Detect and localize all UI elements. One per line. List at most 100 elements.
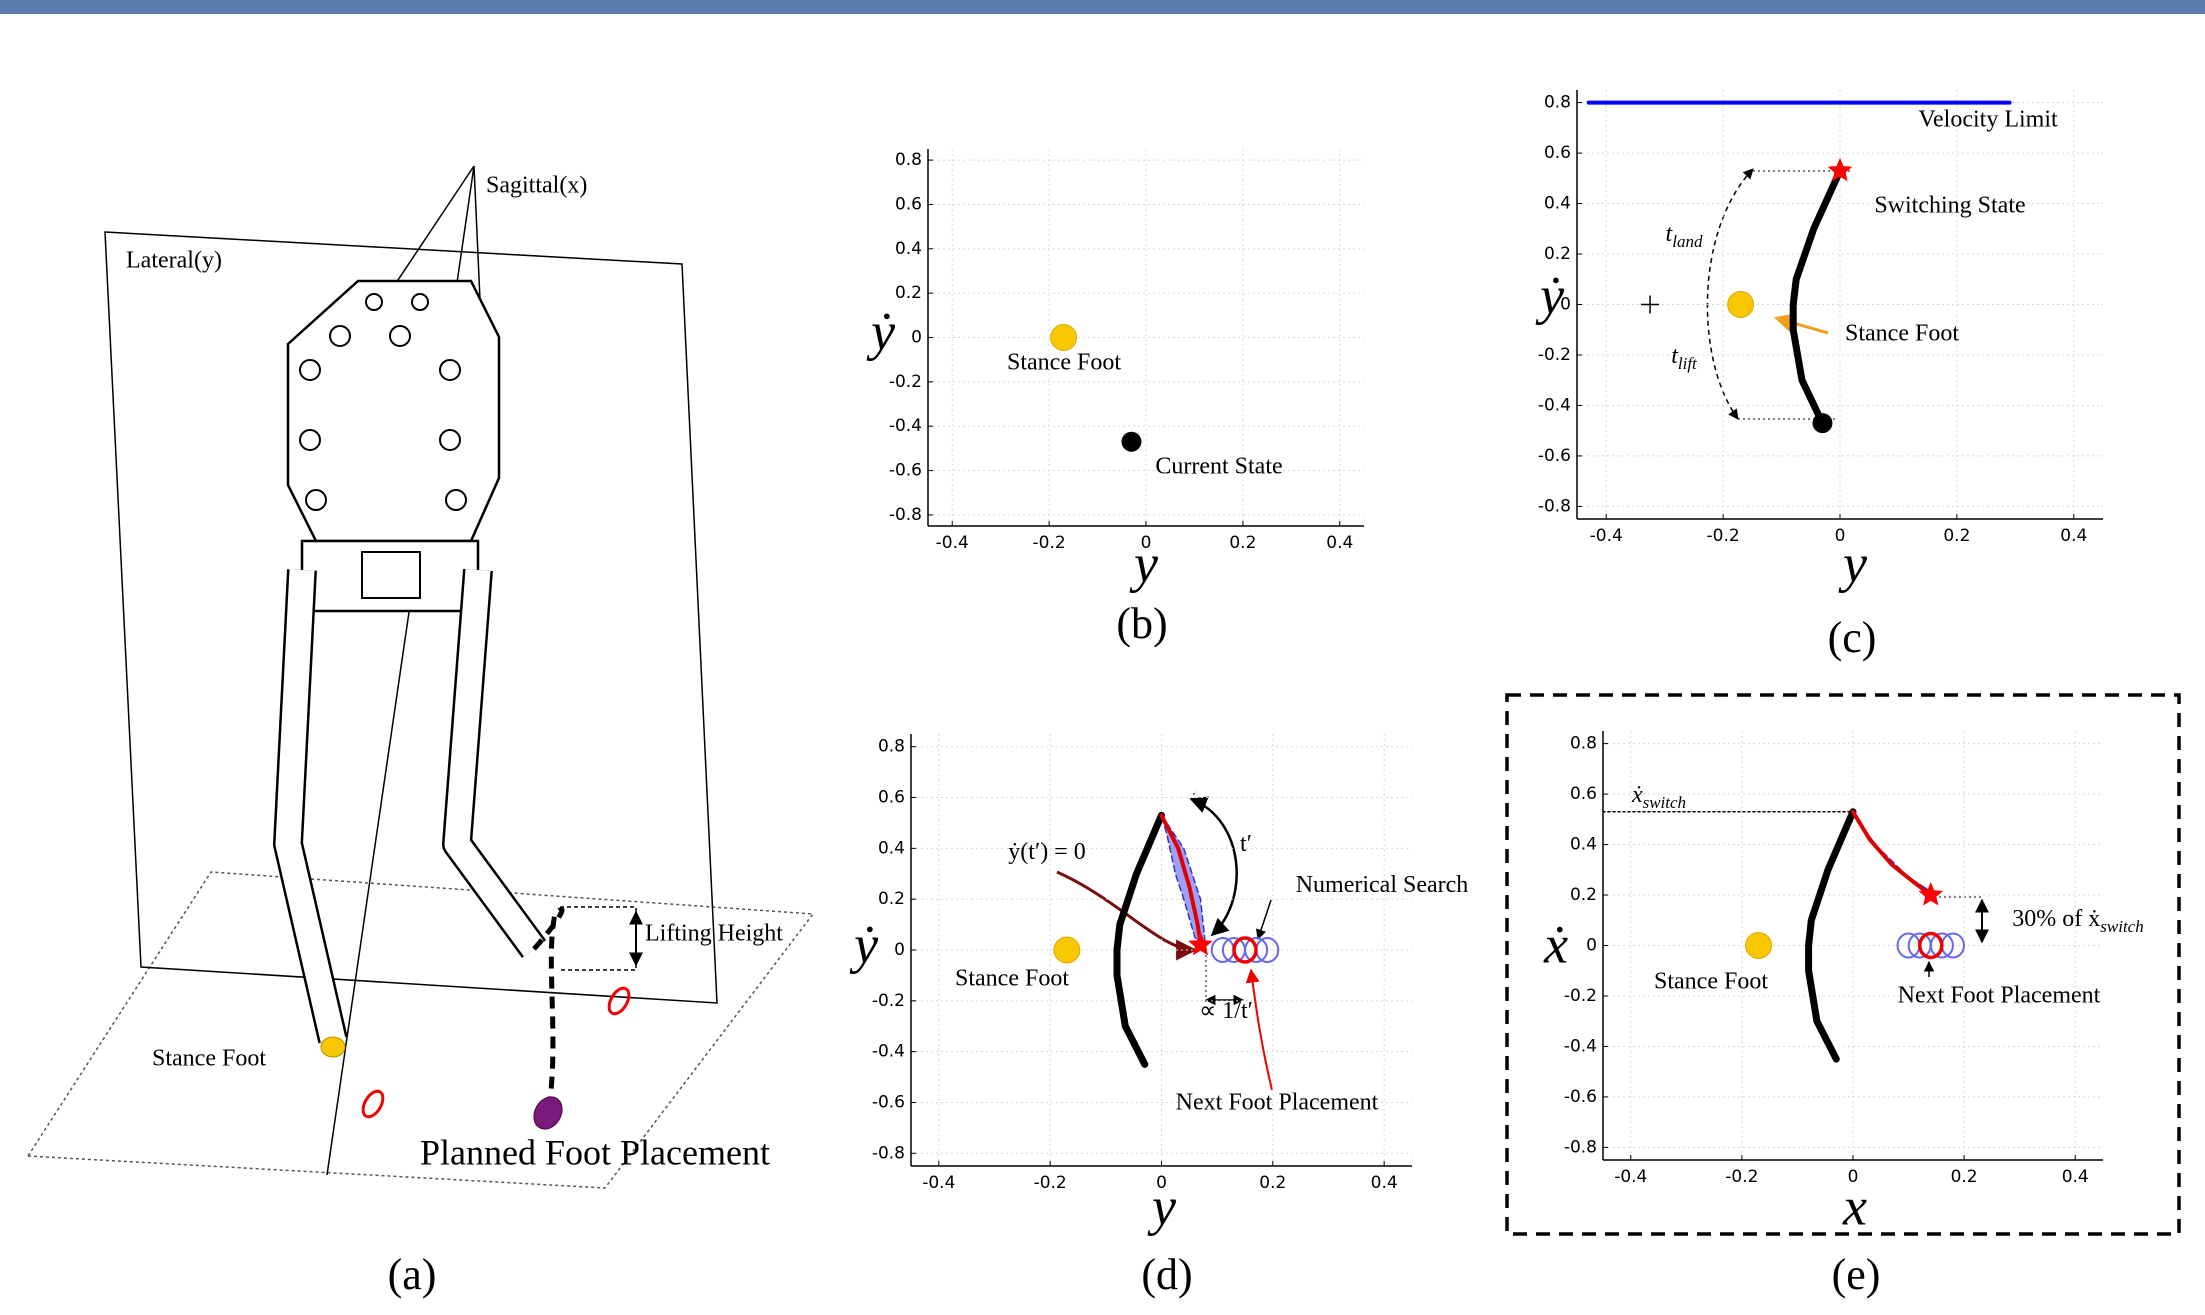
lateral-label: Lateral(y)	[126, 248, 222, 274]
y-tick-label: -0.2	[889, 372, 922, 392]
x-tick-label: -0.4	[1614, 1167, 1647, 1187]
curve-label: Velocity Limit	[1918, 107, 2058, 133]
stance-foot	[1728, 292, 1754, 318]
caption: (c)	[1828, 613, 1877, 662]
y-tick-label: -0.4	[872, 1042, 905, 1062]
y-tick-label: -0.2	[1564, 986, 1597, 1006]
marker-label: Switching State	[1874, 193, 2025, 219]
y-tick-label: 0.2	[1570, 885, 1597, 905]
y-tick-label: -0.6	[872, 1092, 905, 1112]
figure: Sagittal(x) Lateral(y) Lifting Height St…	[0, 0, 2205, 1315]
x-tick-label: 0.4	[2060, 526, 2087, 546]
y-tick-label: -0.2	[1538, 345, 1571, 365]
y-tick-label: 0.6	[895, 194, 922, 214]
annotation-sub: land	[1672, 232, 1703, 251]
x-tick-label: 0.2	[1951, 1167, 1978, 1187]
trajectory	[1793, 171, 1840, 423]
y-tick-label: 0	[1586, 936, 1597, 956]
y-tick-label: -0.4	[889, 416, 922, 436]
marker-label: Stance Foot	[955, 966, 1069, 992]
y-axis-label: ẏ	[866, 301, 896, 361]
y-axis-label: ẏ	[849, 914, 879, 974]
y-tick-label: 0.2	[878, 889, 905, 909]
x-tick-label: -0.4	[1590, 526, 1623, 546]
annotation: ∝ 1/t′	[1199, 998, 1253, 1024]
y-tick-label: 0	[894, 940, 905, 960]
marker-label: Next Foot Placement	[1176, 1090, 1379, 1116]
annotation-text: ẏ(t′) = 0	[1008, 839, 1085, 865]
y-tick-label: -0.4	[1538, 395, 1571, 415]
x-axis-label: y	[1838, 533, 1867, 593]
y-tick-label: -0.4	[1564, 1036, 1597, 1056]
x-tick-label: 0.4	[1371, 1173, 1398, 1193]
state-point	[1812, 413, 1832, 433]
y-tick-label: 0.6	[1570, 784, 1597, 804]
state-point	[1121, 432, 1141, 452]
y-tick-label: 0.4	[1570, 835, 1597, 855]
annotation-text: t′	[1240, 831, 1252, 857]
y-tick-label: -0.6	[1538, 446, 1571, 466]
annotation: ẏ(t′) = 0	[1008, 839, 1085, 865]
y-tick-label: -0.6	[1564, 1087, 1597, 1107]
marker-label: Stance Foot	[1845, 321, 1959, 347]
marker-label: Next Foot Placement	[1898, 983, 2101, 1009]
top-bar	[0, 0, 2205, 14]
x-tick-label: -0.2	[1033, 533, 1066, 553]
x-tick-label: -0.4	[936, 533, 969, 553]
trajectory	[1809, 812, 1853, 1059]
annotation: tland	[1666, 221, 1703, 251]
annotation-sub: switch	[2100, 917, 2143, 936]
annotation: 30% of ẋswitch	[2012, 906, 2143, 936]
annotation-text: ∝ 1/t′	[1199, 998, 1253, 1024]
trajectory	[1117, 815, 1162, 1064]
stance-foot	[1746, 933, 1772, 959]
y-tick-label: 0.4	[878, 838, 905, 858]
y-tick-label: -0.8	[872, 1143, 905, 1163]
annotation: ẋswitch	[1631, 782, 1686, 812]
y-tick-label: 0.2	[1544, 244, 1571, 264]
y-tick-label: -0.6	[889, 461, 922, 481]
x-axis-label: y	[1147, 1176, 1176, 1236]
x-tick-label: 0.2	[1259, 1173, 1286, 1193]
caption: (b)	[1116, 599, 1167, 648]
caption: (e)	[1832, 1250, 1881, 1299]
planned-label: Planned Foot Placement	[420, 1132, 770, 1172]
caption: (a)	[388, 1250, 437, 1299]
robot-diagram	[28, 166, 813, 1188]
lifting-height-label: Lifting Height	[645, 921, 783, 947]
y-tick-label: -0.8	[1538, 496, 1571, 516]
marker-label: Stance Foot	[1654, 969, 1768, 995]
y-tick-label: 0.8	[1544, 93, 1571, 113]
x-tick-label: -0.2	[1725, 1167, 1758, 1187]
x-tick-label: 0.2	[1943, 526, 1970, 546]
y-tick-label: -0.2	[872, 991, 905, 1011]
annotation: t′	[1240, 831, 1252, 857]
stance-foot	[1051, 325, 1077, 351]
x-axis-label: y	[1129, 533, 1158, 593]
switch-star	[1188, 932, 1213, 956]
annotation: Numerical Search	[1296, 872, 1469, 898]
marker-label: Stance Foot	[1007, 350, 1121, 376]
caption: (d)	[1141, 1250, 1192, 1299]
search-band	[1853, 812, 1936, 895]
annotation-sub: lift	[1678, 354, 1698, 373]
annotation-text: Numerical Search	[1296, 872, 1469, 898]
origin-plus	[1641, 296, 1659, 314]
sagittal-label: Sagittal(x)	[486, 173, 587, 199]
x-tick-label: -0.4	[922, 1173, 955, 1193]
x-tick-label: -0.2	[1707, 526, 1740, 546]
annotation-text: 30% of ẋ	[2012, 906, 2100, 932]
annotation-arrows	[1057, 169, 2179, 1234]
y-axis-label: ẋ	[1543, 914, 1568, 974]
y-tick-label: 0.6	[878, 788, 905, 808]
y-tick-label: 0.4	[895, 239, 922, 259]
marker-label: Current State	[1155, 454, 1282, 480]
y-tick-label: -0.8	[889, 505, 922, 525]
stance-foot-label: Stance Foot	[152, 1046, 266, 1072]
stance-foot	[1054, 937, 1080, 963]
trajectory	[1853, 812, 1931, 895]
y-axis-label: ẏ	[1535, 265, 1565, 325]
y-tick-label: 0.4	[1544, 194, 1571, 214]
annotation-text: ẋ	[1631, 782, 1643, 808]
x-axis-label: x	[1842, 1176, 1867, 1236]
